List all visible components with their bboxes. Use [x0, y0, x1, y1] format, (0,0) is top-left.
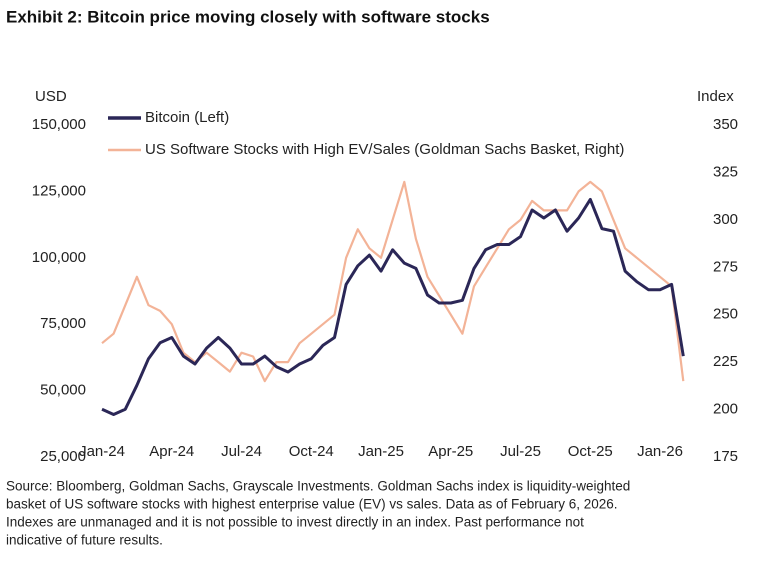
y2-tick-label: 250	[713, 306, 738, 323]
source-note: Indexes are unmanaged and it is not poss…	[6, 515, 584, 530]
legend-label: US Software Stocks with High EV/Sales (G…	[145, 141, 624, 158]
legend-label: Bitcoin (Left)	[145, 109, 229, 126]
y-tick-label: 75,000	[40, 315, 86, 332]
x-tick-label: Apr-24	[149, 443, 194, 460]
x-tick-label: Jul-25	[500, 443, 541, 460]
chart-title: Exhibit 2: Bitcoin price moving closely …	[6, 7, 490, 26]
y2-tick-label: 275	[713, 258, 738, 275]
y-tick-label: 25,000	[40, 448, 86, 465]
y-tick-label: 100,000	[32, 249, 86, 266]
y2-tick-label: 300	[713, 211, 738, 228]
x-tick-label: Jul-24	[221, 443, 262, 460]
y-tick-label: 125,000	[32, 182, 86, 199]
y-tick-label: 150,000	[32, 116, 86, 133]
y2-axis-label: Index	[697, 88, 734, 105]
y2-tick-label: 225	[713, 353, 738, 370]
x-tick-label: Oct-25	[568, 443, 613, 460]
source-note: indicative of future results.	[6, 533, 163, 548]
y2-tick-label: 325	[713, 163, 738, 180]
series-line	[101, 197, 685, 416]
x-tick-label: Apr-25	[428, 443, 473, 460]
x-tick-label: Oct-24	[289, 443, 334, 460]
x-tick-label: Jan-25	[358, 443, 404, 460]
y-tick-label: 50,000	[40, 382, 86, 399]
y-axis-label: USD	[35, 88, 67, 105]
source-note: basket of US software stocks with highes…	[6, 497, 618, 512]
x-tick-label: Jan-26	[637, 443, 683, 460]
y2-tick-label: 350	[713, 116, 738, 133]
y2-tick-label: 200	[713, 401, 738, 418]
y2-tick-label: 175	[713, 448, 738, 465]
source-note: Source: Bloomberg, Goldman Sachs, Graysc…	[6, 479, 630, 494]
x-tick-label: Jan-24	[79, 443, 125, 460]
